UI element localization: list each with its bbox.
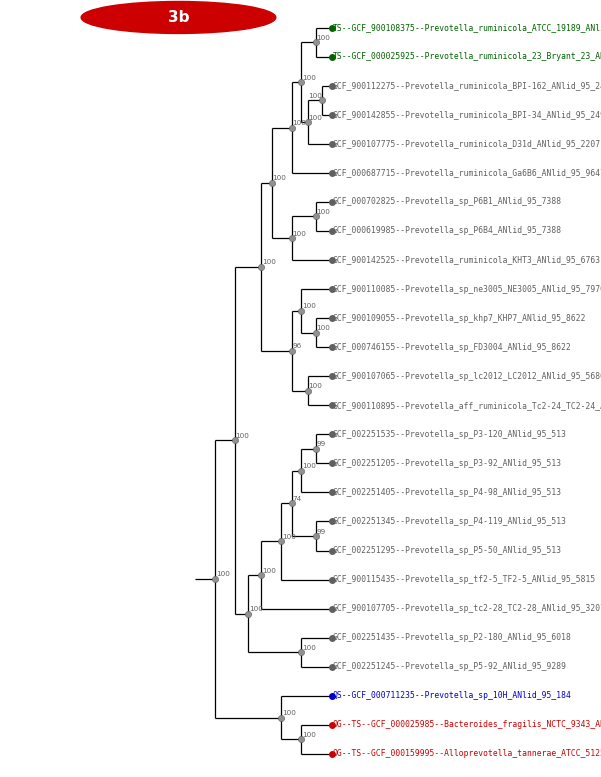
Text: TS--GCF_000025925--Prevotella_ruminicola_23_Bryant_23_ANlid_95_2493: TS--GCF_000025925--Prevotella_ruminicola… [333,52,601,61]
Text: OG--TS--GCF_000025985--Bacteroides_fragilis_NCTC_9343_ANlid_95_999: OG--TS--GCF_000025985--Bacteroides_fragi… [333,720,601,730]
Text: GCF_900142855--Prevotella_ruminicola_BPI-34_ANlid_95_2493: GCF_900142855--Prevotella_ruminicola_BPI… [333,110,601,120]
Text: 99: 99 [316,441,326,448]
Text: GCF_900112275--Prevotella_ruminicola_BPI-162_ANlid_95_2493: GCF_900112275--Prevotella_ruminicola_BPI… [333,82,601,90]
Text: GCF_900109055--Prevotella_sp_khp7_KHP7_ANlid_95_8622: GCF_900109055--Prevotella_sp_khp7_KHP7_A… [333,314,587,322]
Text: OG--TS--GCF_000159995--Alloprevotella_tannerae_ATCC_51259_ANlid_95_6910: OG--TS--GCF_000159995--Alloprevotella_ta… [333,749,601,758]
Text: 100: 100 [302,645,316,651]
Text: 100: 100 [272,176,287,181]
Text: 100: 100 [293,120,307,126]
Text: 3b: 3b [168,10,189,25]
Text: 99: 99 [316,528,326,535]
Text: GCF_000746155--Prevotella_sp_FD3004_ANlid_95_8622: GCF_000746155--Prevotella_sp_FD3004_ANli… [333,343,572,352]
Text: 100: 100 [302,304,316,309]
Text: GCF_002251295--Prevotella_sp_P5-50_ANlid_95_513: GCF_002251295--Prevotella_sp_P5-50_ANlid… [333,546,562,555]
Text: GCF_002251535--Prevotella_sp_P3-120_ANlid_95_513: GCF_002251535--Prevotella_sp_P3-120_ANli… [333,430,567,439]
Text: GCF_002251345--Prevotella_sp_P4-119_ANlid_95_513: GCF_002251345--Prevotella_sp_P4-119_ANli… [333,517,567,526]
Text: GCF_900115435--Prevotella_sp_tf2-5_TF2-5_ANlid_95_5815: GCF_900115435--Prevotella_sp_tf2-5_TF2-5… [333,575,596,584]
Text: GCF_002251245--Prevotella_sp_P5-92_ANlid_95_9289: GCF_002251245--Prevotella_sp_P5-92_ANlid… [333,662,567,671]
Text: QS--GCF_000711235--Prevotella_sp_10H_ANlid_95_184: QS--GCF_000711235--Prevotella_sp_10H_ANl… [333,692,572,700]
Text: 100: 100 [302,732,316,738]
Text: 100: 100 [293,231,307,237]
Text: 100: 100 [316,35,330,40]
Text: GCF_900110085--Prevotella_sp_ne3005_NE3005_ANlid_95_7970: GCF_900110085--Prevotella_sp_ne3005_NE30… [333,284,601,294]
Text: GCF_900107065--Prevotella_sp_lc2012_LC2012_ANlid_95_5680: GCF_900107065--Prevotella_sp_lc2012_LC20… [333,371,601,381]
Text: 100: 100 [316,326,330,331]
Text: 100: 100 [308,114,322,120]
Text: GCF_900107775--Prevotella_ruminicola_D31d_ANlid_95_2207: GCF_900107775--Prevotella_ruminicola_D31… [333,139,601,148]
Text: GCF_002251435--Prevotella_sp_P2-180_ANlid_95_6018: GCF_002251435--Prevotella_sp_P2-180_ANli… [333,633,572,642]
Text: 100: 100 [308,92,322,99]
Text: 100: 100 [282,534,296,540]
Text: 100: 100 [308,383,322,389]
Text: GCF_000619985--Prevotella_sp_P6B4_ANlid_95_7388: GCF_000619985--Prevotella_sp_P6B4_ANlid_… [333,226,562,235]
Text: GCF_000687715--Prevotella_ruminicola_Ga6B6_ANlid_95_9647: GCF_000687715--Prevotella_ruminicola_Ga6… [333,169,601,177]
Text: 100: 100 [262,567,276,573]
Text: 100: 100 [262,260,276,266]
Text: 74: 74 [293,496,302,502]
Text: 100: 100 [216,571,230,577]
Text: 100: 100 [236,433,249,439]
Text: GCF_900107705--Prevotella_sp_tc2-28_TC2-28_ANlid_95_3207: GCF_900107705--Prevotella_sp_tc2-28_TC2-… [333,605,601,613]
Text: 100: 100 [302,463,316,469]
Text: 96: 96 [293,343,302,350]
Text: 100: 100 [316,209,330,215]
Text: 100: 100 [302,75,316,81]
Text: GCF_002251205--Prevotella_sp_P3-92_ANlid_95_513: GCF_002251205--Prevotella_sp_P3-92_ANlid… [333,459,562,468]
Text: GCF_002251405--Prevotella_sp_P4-98_ANlid_95_513: GCF_002251405--Prevotella_sp_P4-98_ANlid… [333,488,562,497]
Text: GCF_000702825--Prevotella_sp_P6B1_ANlid_95_7388: GCF_000702825--Prevotella_sp_P6B1_ANlid_… [333,197,562,207]
Circle shape [81,2,276,33]
Text: GCF_900142525--Prevotella_ruminicola_KHT3_ANlid_95_6763: GCF_900142525--Prevotella_ruminicola_KHT… [333,256,601,264]
Text: 100: 100 [249,606,263,612]
Text: TS--GCF_900108375--Prevotella_ruminicola_ATCC_19189_ANlid_95_2493: TS--GCF_900108375--Prevotella_ruminicola… [333,23,601,32]
Text: GCF_900110895--Prevotella_aff_ruminicola_Tc2-24_TC2-24_ANlid_95_5680: GCF_900110895--Prevotella_aff_ruminicola… [333,401,601,409]
Text: 100: 100 [282,710,296,716]
